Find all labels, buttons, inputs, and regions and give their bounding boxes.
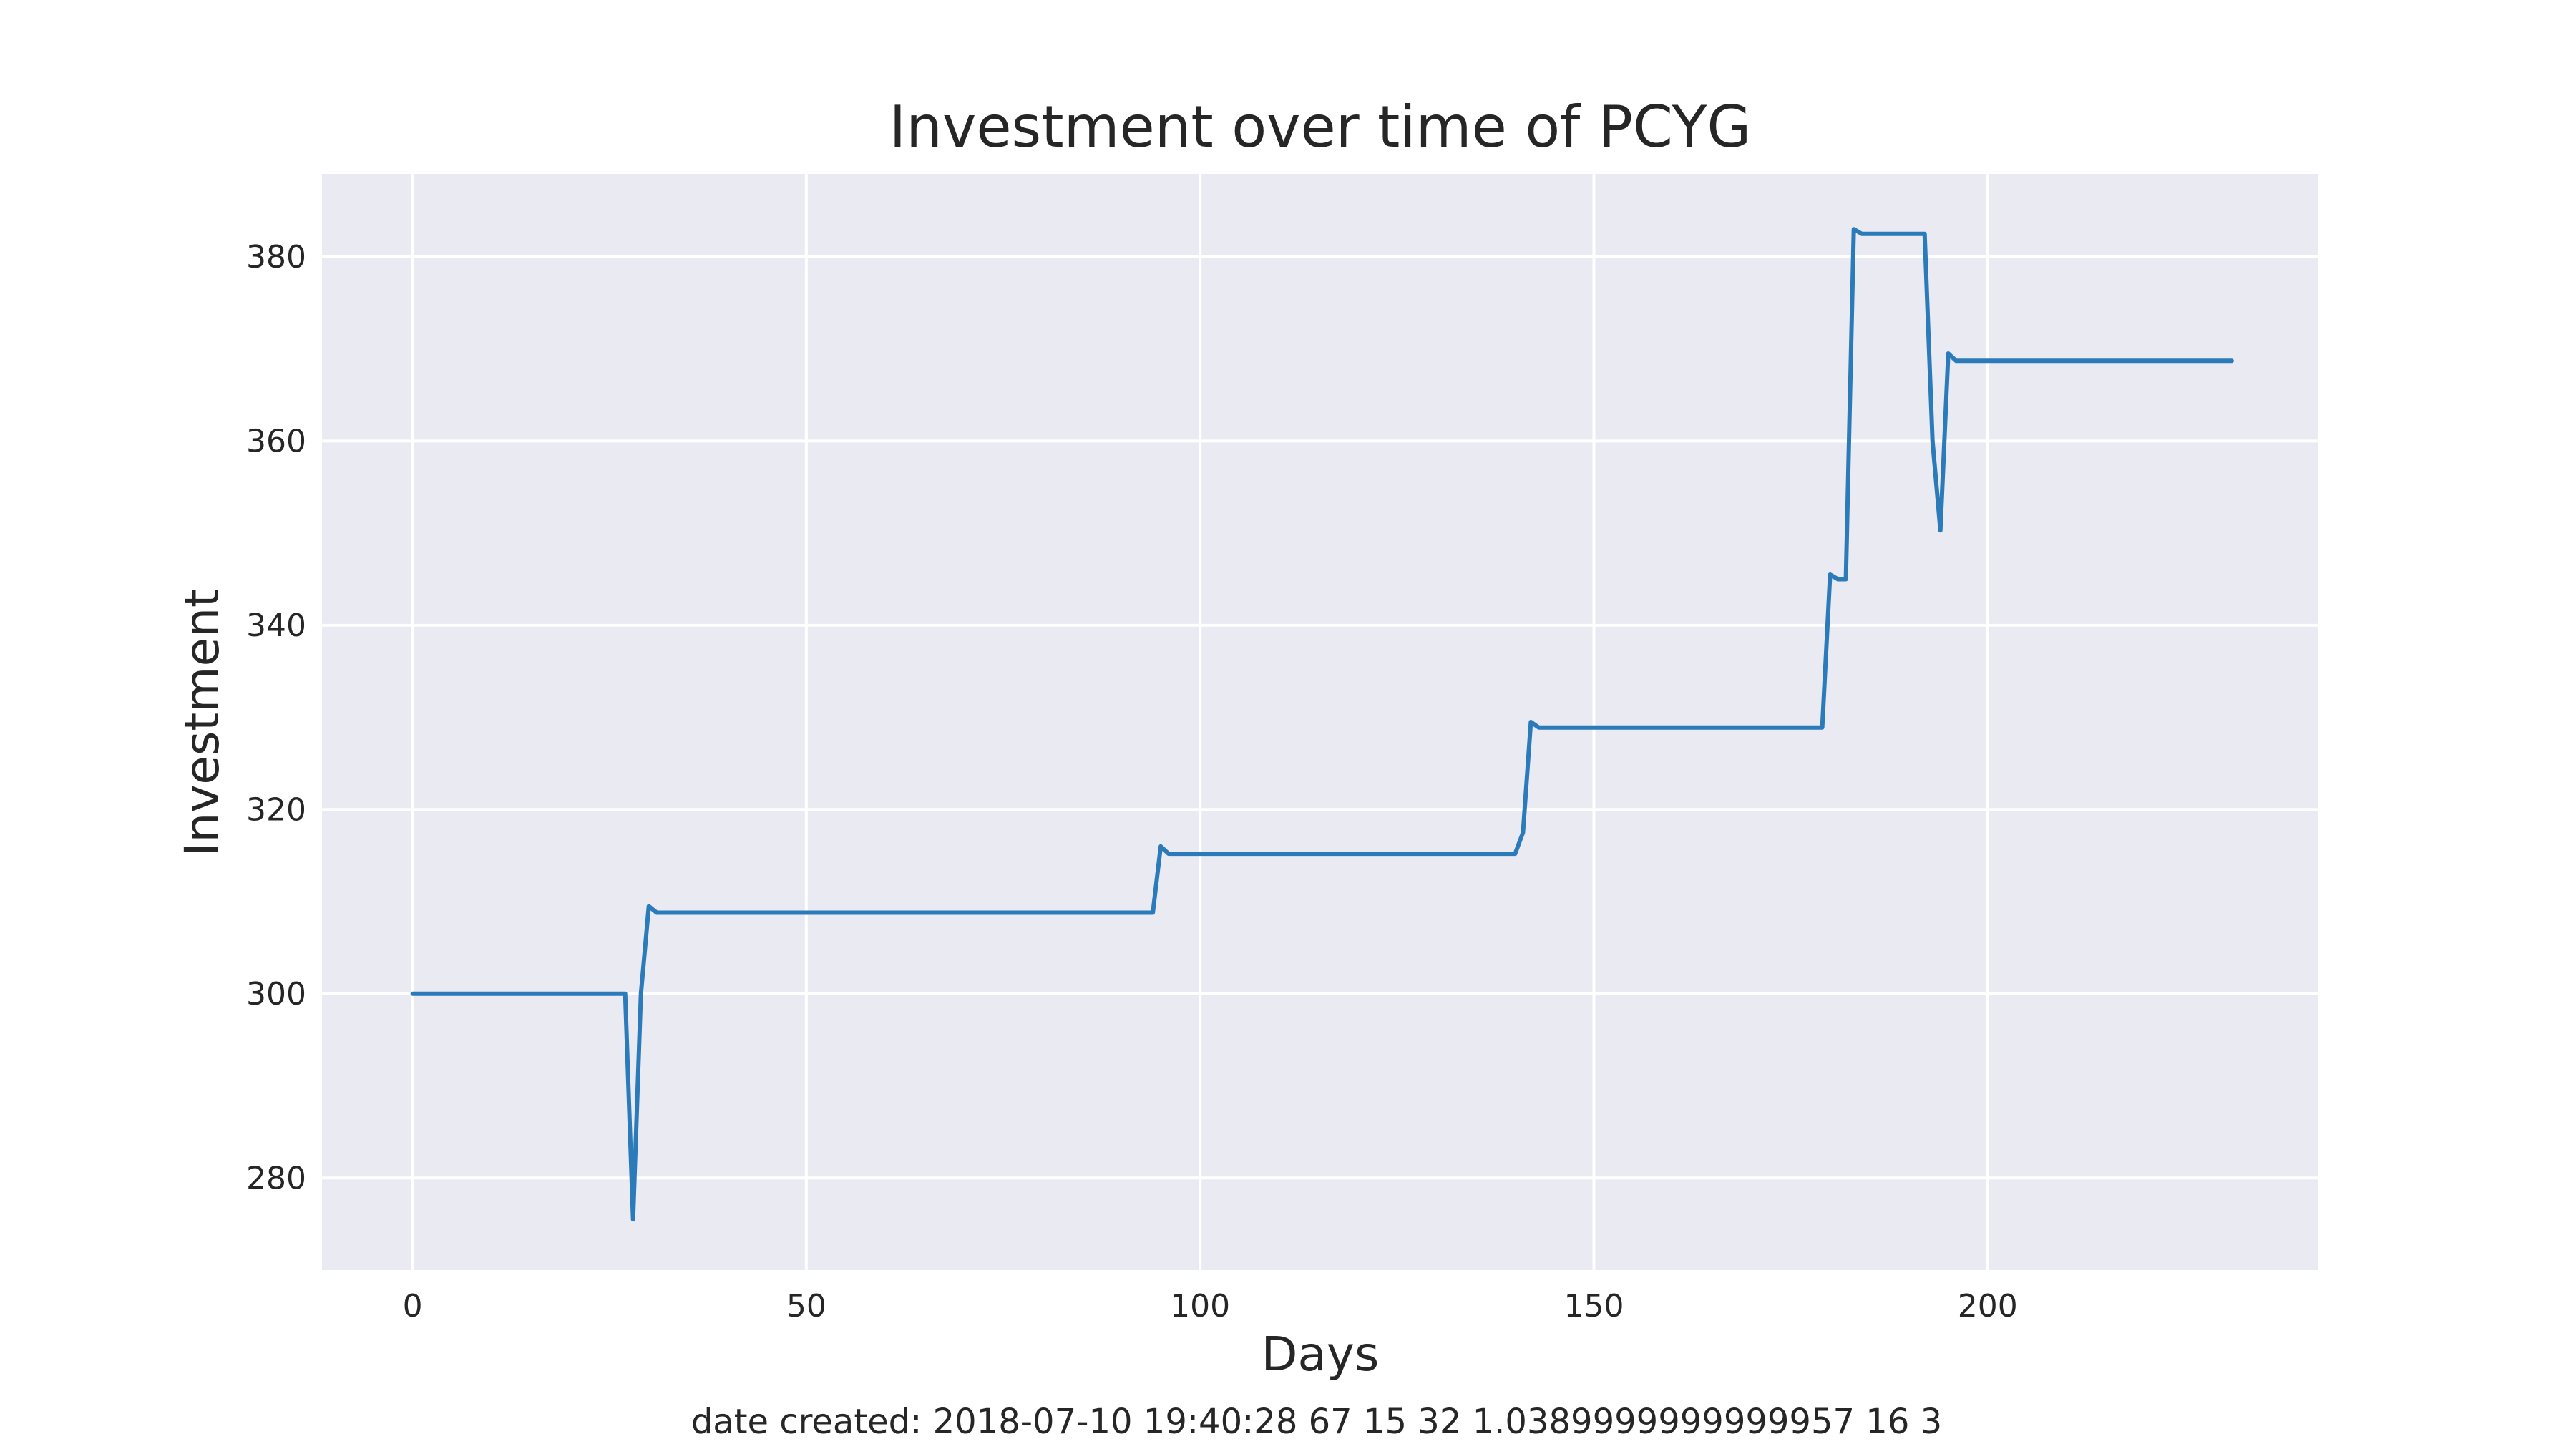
y-axis-label: Investment (175, 589, 230, 857)
y-tick-label: 340 (246, 608, 306, 644)
y-tick-label: 300 (246, 976, 306, 1013)
y-tick-label: 380 (246, 239, 306, 275)
x-tick-label: 50 (786, 1288, 826, 1324)
x-tick-labels: 0 50 100 150 200 (403, 1288, 2018, 1324)
y-tick-label: 320 (246, 791, 306, 828)
x-tick-label: 200 (1958, 1288, 2018, 1324)
x-gridlines (411, 174, 1989, 1270)
chart-title: Investment over time of PCYG (889, 94, 1752, 160)
y-tick-labels: 280 300 320 340 360 380 (246, 239, 306, 1196)
investment-series-line (410, 227, 2234, 1222)
x-axis-label: Days (1262, 1327, 1380, 1382)
x-tick-label: 100 (1170, 1288, 1230, 1324)
y-tick-label: 280 (246, 1160, 306, 1196)
series-layer (410, 227, 2234, 1222)
x-tick-label: 150 (1563, 1288, 1624, 1324)
date-created-footer: date created: 2018-07-10 19:40:28 67 15 … (691, 1402, 1942, 1442)
plot-background (322, 174, 2318, 1270)
y-tick-label: 360 (246, 423, 306, 459)
x-tick-label: 0 (403, 1288, 423, 1324)
y-gridlines (322, 255, 2318, 1180)
